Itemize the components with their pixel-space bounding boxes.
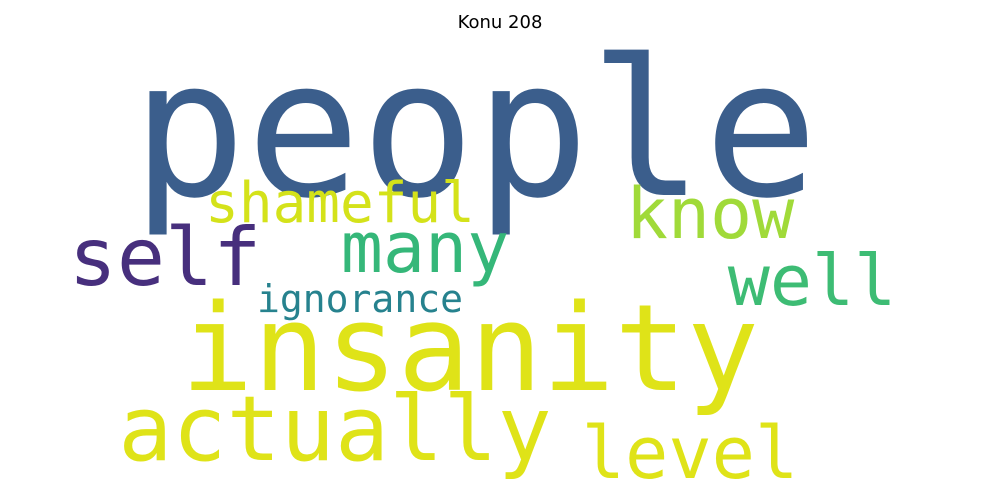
word-people: people	[132, 19, 818, 240]
word-know: know	[626, 173, 795, 255]
word-self: self	[69, 211, 262, 304]
word-insanity: insanity	[181, 280, 759, 419]
word-level: level	[582, 411, 799, 495]
chart-title: Konu 208	[457, 12, 543, 33]
word-many: many	[341, 207, 510, 289]
word-shameful: shameful	[205, 171, 475, 236]
word-actually: actually	[118, 377, 551, 482]
word-well: well	[728, 240, 897, 322]
word-ignorance: ignorance	[257, 277, 463, 321]
